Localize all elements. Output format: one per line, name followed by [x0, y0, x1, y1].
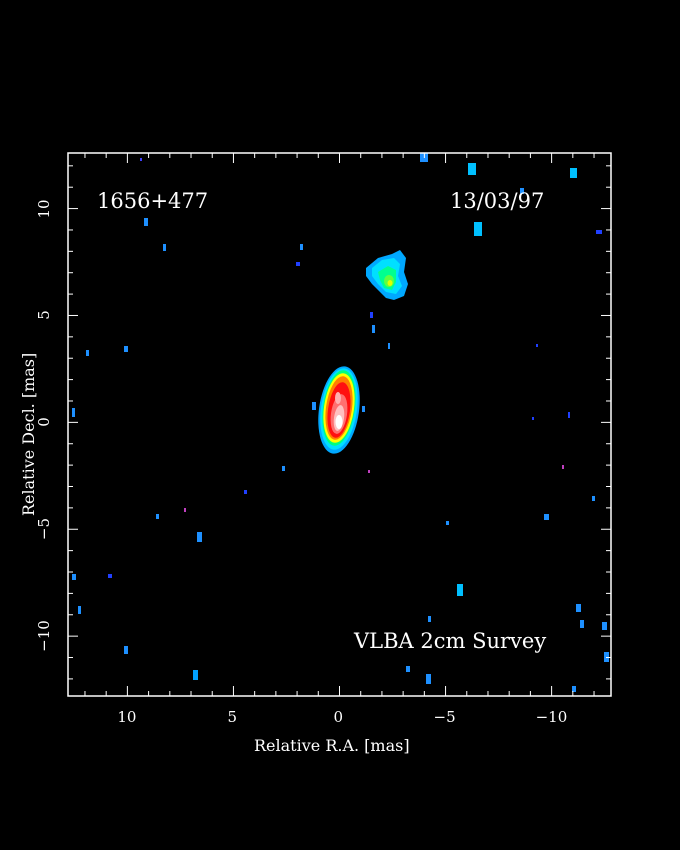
x-tick-label: 10	[117, 708, 137, 726]
x-axis-title: Relative R.A. [mas]	[254, 736, 410, 755]
y-tick-label: −5	[35, 518, 53, 541]
y-tick-label: −10	[35, 620, 53, 652]
axis-ticks	[68, 153, 611, 696]
x-tick-label: 5	[227, 708, 237, 726]
y-tick-label: 10	[35, 199, 53, 219]
jet-knot-component	[366, 250, 408, 300]
x-tick-label: 0	[333, 708, 344, 726]
x-tick-label: −10	[535, 708, 568, 726]
observation-date: 13/03/97	[450, 189, 545, 213]
y-tick-label: 5	[35, 310, 53, 321]
source-name: 1656+477	[97, 189, 209, 213]
survey-label: VLBA 2cm Survey	[354, 629, 547, 653]
noise-specks	[72, 153, 609, 692]
y-tick-label: 0	[35, 417, 53, 428]
core-component	[318, 366, 360, 454]
x-tick-label: −5	[433, 708, 456, 726]
